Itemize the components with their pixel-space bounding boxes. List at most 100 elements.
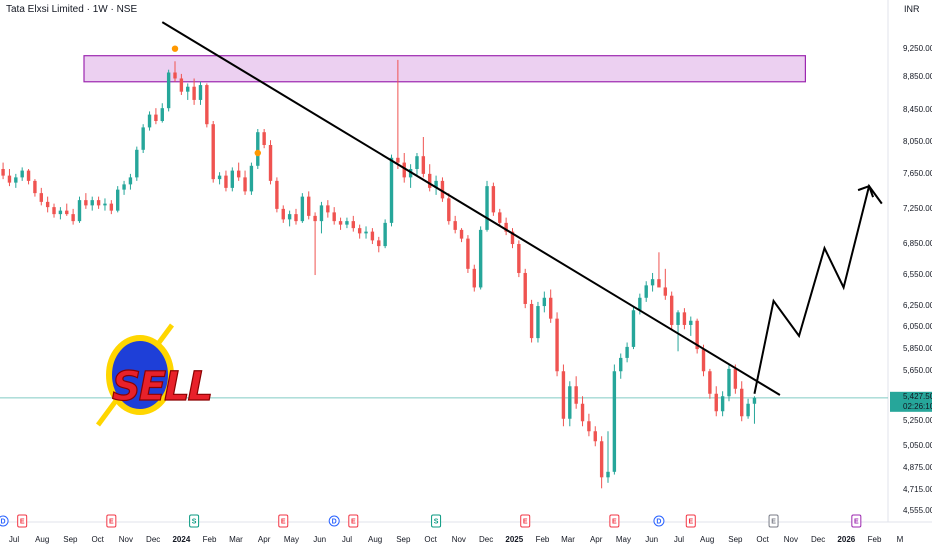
event-icon [431,514,442,528]
candle-body [7,175,12,183]
event-icon [768,514,779,528]
candle [695,318,699,354]
candle [593,426,597,447]
candle-body [529,303,534,339]
candle [364,226,368,239]
price-tick-label: 5,050.00 [903,441,932,450]
candle [313,212,317,276]
earnings-marker: E [278,514,289,528]
resistance-zone [83,55,806,83]
candle-body [249,165,254,192]
candle [249,162,254,195]
time-tick-label: Feb [203,535,217,544]
candle-body [574,386,578,404]
candle-body [383,222,387,247]
candles [1,59,757,489]
candle [650,272,655,292]
candle [147,111,152,131]
price-tick-label: 5,650.00 [903,366,932,375]
candle-body [192,86,196,100]
candle-body [599,441,604,478]
currency-label[interactable]: INR [904,4,920,14]
candle-body [77,200,82,222]
candle-body [695,320,699,350]
price-tick-label: 5,850.00 [903,344,932,353]
event-label: S [192,519,197,526]
candle-body [517,244,521,273]
candle-body [434,180,438,188]
candle [294,208,298,225]
time-tick-label: Dec [479,535,493,544]
candle [160,103,164,123]
candle [135,146,139,181]
time-tick-label: Apr [590,535,603,544]
candle [447,193,451,225]
candle-body [39,193,43,202]
time-tick-label: Nov [784,535,798,544]
price-tick-label: 4,555.00 [903,506,932,515]
candle [714,386,718,417]
candle [179,73,184,95]
time-tick-label: Jun [313,535,326,544]
candle [663,268,668,300]
earnings-marker: E [106,514,117,528]
candle-body [262,132,266,145]
event-icon [328,515,340,527]
candle-body [179,78,184,92]
time-tick-label: Dec [811,535,825,544]
candle-body [268,145,273,181]
candle [599,436,604,489]
candle [517,240,521,278]
time-tick-label: Oct [91,535,104,544]
candle [428,164,432,192]
candle [319,201,324,234]
candle-body [52,207,56,215]
candle-body [287,214,292,220]
event-icon [278,514,289,528]
candle-body [45,201,50,208]
candle-body [733,368,738,389]
candle [555,312,559,377]
earnings-marker: E [768,514,779,528]
candle [58,207,63,220]
candle [740,381,744,422]
candle [103,198,107,211]
price-tick-label: 8,450.00 [903,105,932,114]
candle [466,235,470,273]
candle [154,108,158,125]
candle [396,59,400,169]
split-marker: S [431,514,442,528]
candle-body [364,231,368,234]
candle-body [587,421,591,432]
candle [580,396,585,427]
candle-body [740,388,744,417]
price-tick-label: 8,850.00 [903,72,932,81]
candle [173,61,177,82]
candle [116,186,120,213]
candle [243,170,247,195]
candle-body [472,268,476,288]
projection-arrow-head [857,184,875,198]
candle-body [669,295,674,325]
candle [440,177,445,202]
trendline [161,21,781,396]
candle-body [326,205,330,213]
candle-body [440,180,445,199]
event-label: E [854,519,859,526]
candle-body [166,72,171,109]
candle [33,179,37,197]
candle-body [612,371,617,472]
candle [504,217,508,236]
event-label: E [281,519,286,526]
time-tick-label: Sep [396,535,411,544]
price-tick-label: 8,050.00 [903,137,932,146]
time-axis: Jul Aug Sep Oct Nov Dec 2024 Feb Mar Apr May Jun Jul… [0,521,932,544]
candle-body [491,186,496,213]
candle-body [644,285,648,298]
candle [485,180,489,232]
candle [498,208,502,227]
candle [510,228,515,249]
candle-body [523,272,527,304]
